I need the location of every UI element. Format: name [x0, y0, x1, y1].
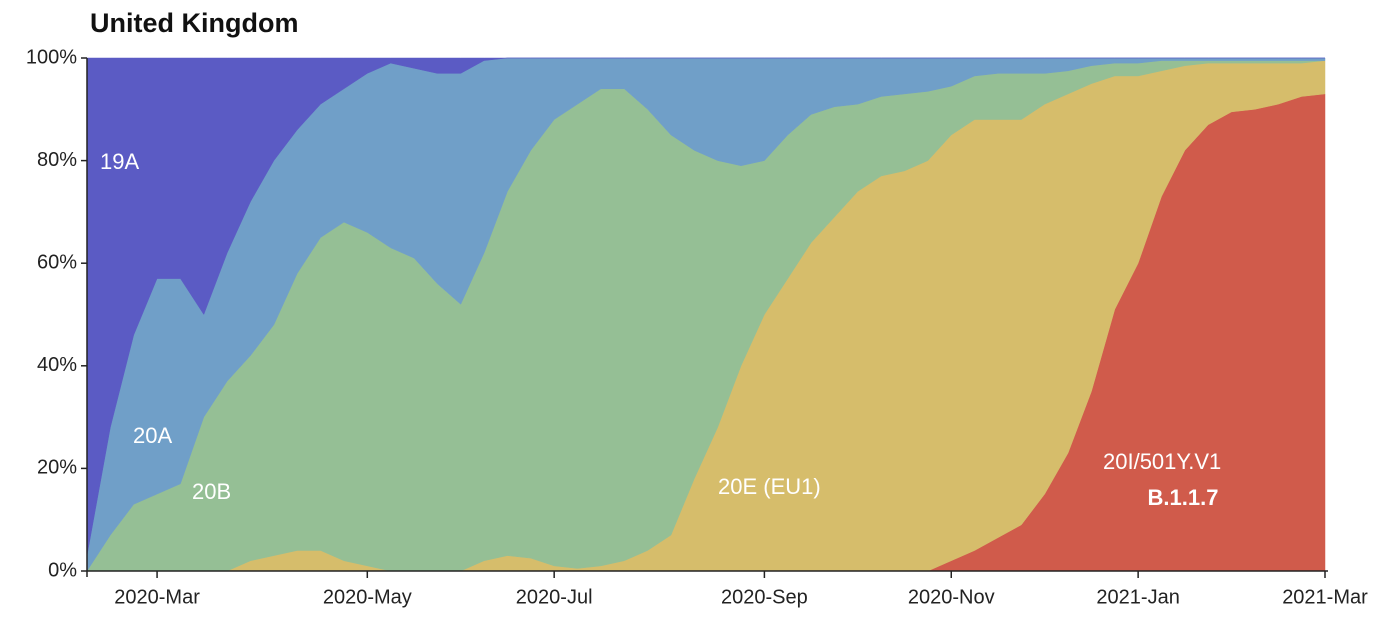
y-tick-label: 0% [48, 559, 77, 581]
y-tick-label: 80% [37, 149, 77, 171]
series-label: 20B [192, 479, 231, 504]
x-tick-label: 2020-Sep [721, 586, 808, 608]
series-note: B.1.1.7 [1148, 485, 1219, 510]
x-tick-label: 2021-Jan [1096, 586, 1179, 608]
series-label: 20A [133, 423, 172, 448]
x-tick-label: 2020-May [323, 586, 412, 608]
chart-title: United Kingdom [90, 8, 298, 38]
area [86, 57, 1325, 556]
series-label: 20E (EU1) [718, 474, 821, 499]
y-tick-label: 60% [37, 251, 77, 273]
y-tick-label: 20% [37, 457, 77, 479]
y-tick-label: 100% [26, 46, 77, 68]
x-tick-label: 2021-Mar [1282, 586, 1368, 608]
series-label: 20I/501Y.V1 [1103, 449, 1221, 474]
x-tick-label: 2020-Jul [516, 586, 593, 608]
x-tick-label: 2020-Nov [908, 586, 995, 608]
x-tick-label: 2020-Mar [114, 586, 200, 608]
series-label: 19A [100, 149, 139, 174]
y-tick-label: 40% [37, 354, 77, 376]
